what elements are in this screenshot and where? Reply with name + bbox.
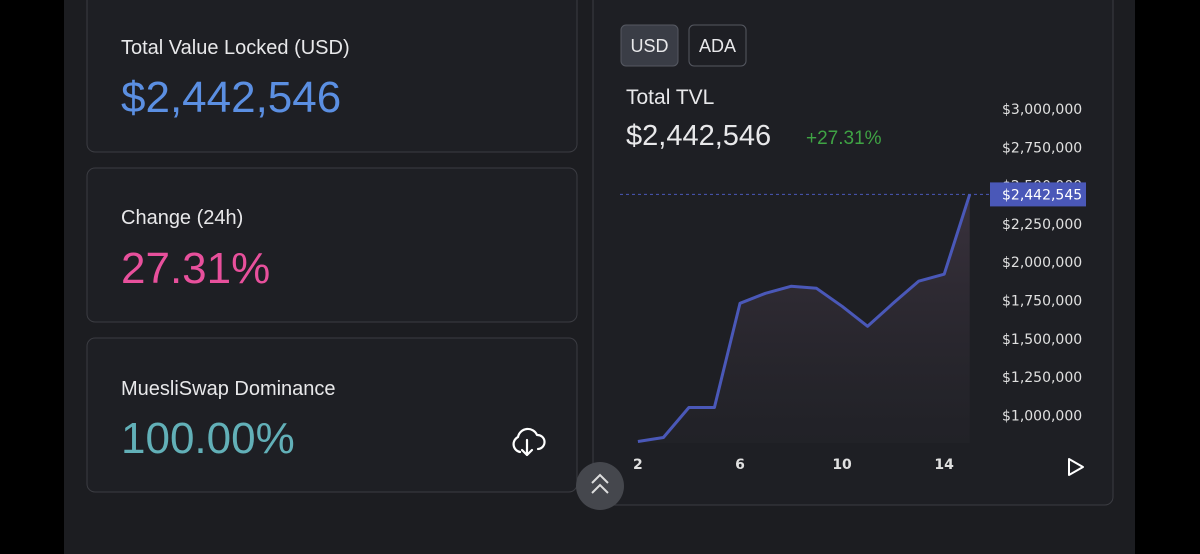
y-tick-label: $1,750,000 [1002, 294, 1082, 310]
y-tick-label: $2,750,000 [1002, 140, 1082, 156]
price-tag [990, 182, 1086, 207]
x-tick-label: 10 [832, 457, 852, 473]
y-tick-label: $3,000,000 [1002, 102, 1082, 118]
plot: $1,000,000 $1,250,000 $1,500,000 $1,750,000… [620, 102, 1086, 473]
y-tick-label: $1,000,000 [1002, 408, 1082, 424]
card [86, 167, 578, 323]
area-fill [637, 194, 970, 443]
card-value: $2,442,546 [121, 73, 341, 122]
x-tick-label: 14 [934, 457, 954, 473]
card [86, 0, 578, 153]
card-label: MuesliSwap Dominance [121, 378, 336, 400]
y-tick-label: $1,500,000 [1002, 332, 1082, 348]
price-tag-label: $2,442,545 [1002, 187, 1082, 203]
y-tick-label: $2,000,000 [1002, 255, 1082, 271]
download-icon[interactable] [512, 427, 546, 457]
card [86, 337, 578, 493]
chevron-icon [591, 473, 609, 494]
headline-value: $2,442,546 [626, 120, 771, 152]
x-tick-label: 2 [633, 457, 643, 473]
line [637, 193, 972, 443]
button-label: ADA [699, 36, 736, 56]
button-label: USD [630, 36, 668, 56]
y-tick-label: $2,250,000 [1002, 217, 1082, 233]
card-label: Total Value Locked (USD) [121, 37, 350, 59]
card-label: Change (24h) [121, 207, 243, 229]
chart-title: Total TVL [626, 86, 714, 109]
currency-button[interactable] [688, 24, 747, 67]
card-value: 27.31% [121, 244, 270, 293]
headline-change: +27.31% [806, 128, 882, 149]
play-icon[interactable] [1068, 458, 1084, 476]
y-tick-label: $1,250,000 [1002, 370, 1082, 386]
currency-button[interactable] [620, 24, 679, 67]
x-tick-label: 6 [735, 457, 745, 473]
card-value: 100.00% [121, 414, 295, 463]
